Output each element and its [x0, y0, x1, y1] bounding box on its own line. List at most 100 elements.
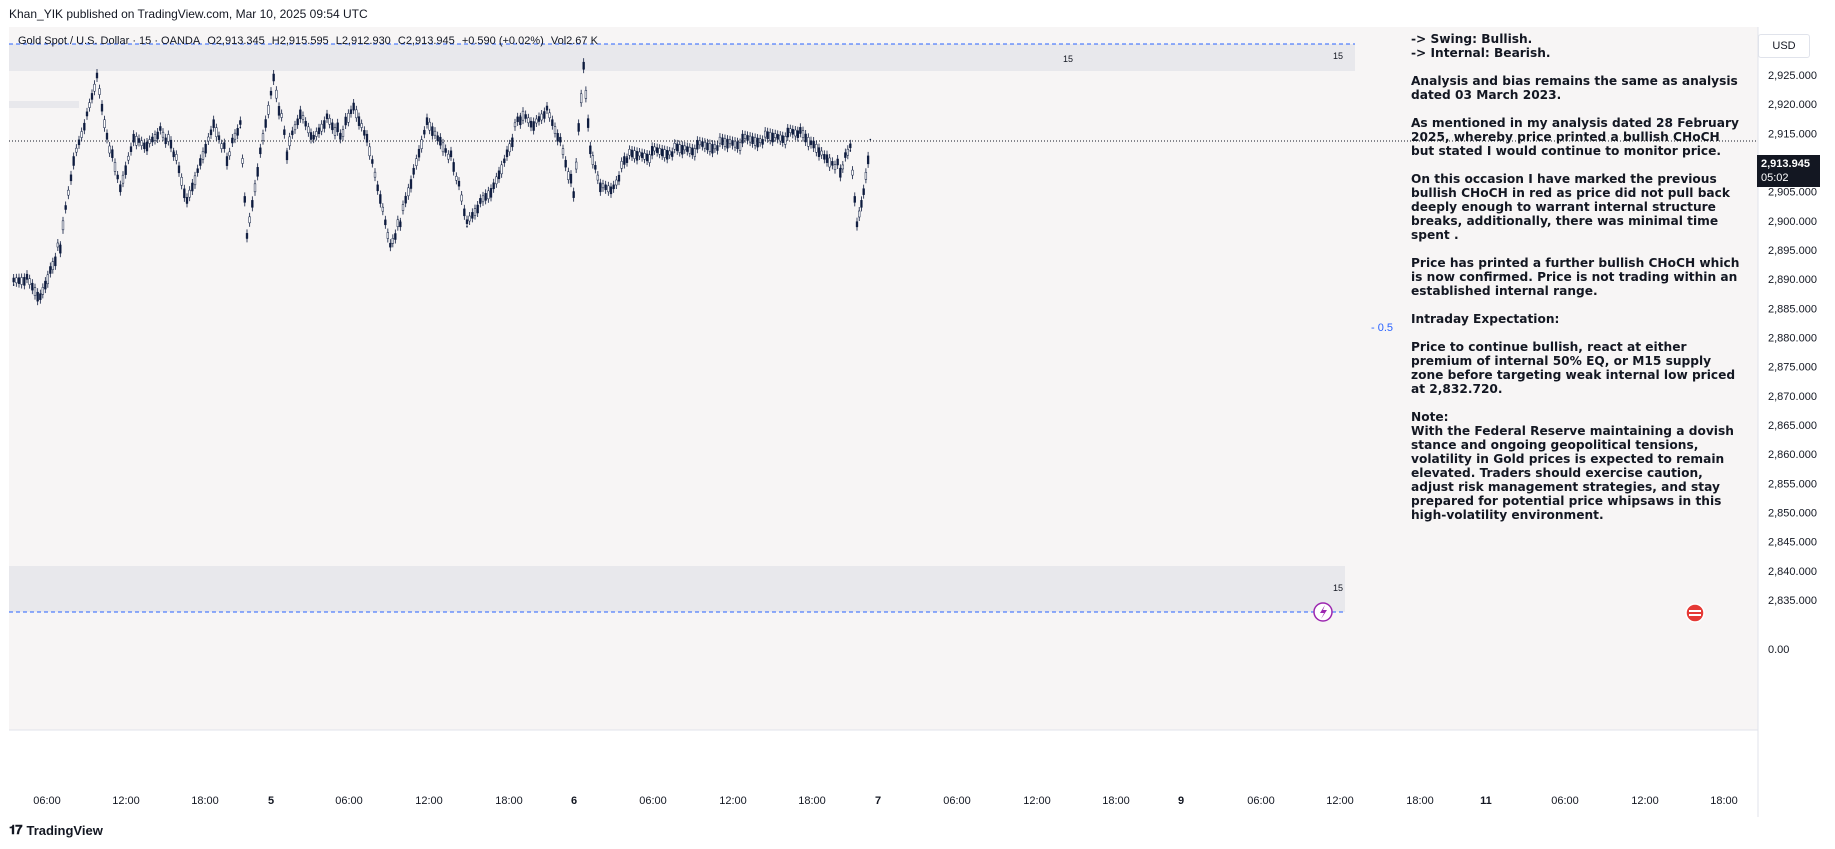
last-price-value: 2,913.945	[1761, 158, 1810, 170]
bar-countdown: 05:02	[1761, 172, 1789, 184]
y-tick-label: 2,860.000	[1768, 449, 1817, 461]
plot-background	[9, 27, 1758, 730]
y-tick-label: 2,925.000	[1768, 70, 1817, 82]
candle-body	[315, 131, 318, 137]
candle-body	[686, 146, 689, 152]
candle-body	[497, 170, 501, 180]
candle-body	[296, 118, 299, 126]
y-tick-label: 2,905.000	[1768, 187, 1817, 199]
candle-body	[801, 130, 805, 138]
data-point	[26, 278, 28, 280]
data-point	[452, 161, 455, 164]
candle-body	[46, 274, 49, 285]
candle-body	[623, 156, 626, 165]
candle-body	[771, 132, 774, 143]
candle-body	[156, 131, 159, 140]
zone-label-bottom: 15	[1333, 583, 1343, 593]
legend-symbol[interactable]: Gold Spot / U.S. Dollar · 15 · OANDA	[18, 35, 201, 47]
candle-body	[193, 175, 197, 186]
candle-body	[668, 150, 671, 156]
candle-body	[701, 141, 704, 147]
legend-volume: Vol2.67 K	[550, 35, 598, 47]
candle-body	[355, 109, 358, 119]
x-tick-label: 11	[1480, 795, 1492, 807]
candle-body	[347, 113, 350, 123]
candle-body	[272, 73, 275, 82]
candle-body	[231, 137, 234, 144]
x-tick-label: 12:00	[1023, 795, 1051, 807]
y-tick-label: 2,855.000	[1768, 478, 1817, 490]
chart-frame[interactable]: 15 15 15 - 0.5 2,925.000 2,920.000 2,915.000 2,…	[9, 27, 1827, 817]
data-point	[199, 161, 202, 164]
tradingview-footer[interactable]: 𝟏𝟕 TradingView	[9, 822, 103, 838]
data-point	[379, 196, 382, 199]
candle-body	[444, 148, 447, 153]
candle-body	[207, 136, 210, 142]
candle-body	[756, 137, 759, 148]
candle-body	[489, 188, 493, 198]
candle-body	[455, 176, 458, 181]
candle-body	[396, 219, 399, 227]
candle-body	[215, 127, 218, 137]
y-tick-label: 2,885.000	[1768, 303, 1817, 315]
data-point	[96, 74, 98, 76]
data-point	[326, 115, 328, 117]
currency-button[interactable]: USD	[1758, 34, 1810, 58]
candle-body	[447, 153, 450, 160]
candle-body	[228, 151, 231, 157]
candle-body	[169, 139, 173, 149]
candle-body	[379, 194, 382, 204]
candle-body	[691, 147, 694, 156]
candle-body	[394, 233, 397, 240]
x-tick-label: 18:00	[1102, 795, 1130, 807]
candle-body	[577, 123, 580, 132]
x-tick-label: 06:00	[335, 795, 363, 807]
legend-high: H2,915.595	[271, 35, 329, 47]
candle-body	[586, 118, 590, 128]
y-tick-label: 2,870.000	[1768, 391, 1817, 403]
candle-body	[103, 119, 106, 128]
candle-body	[799, 127, 802, 134]
candle-body	[505, 149, 509, 158]
candle-body	[389, 242, 392, 248]
candle-body	[88, 102, 91, 108]
candle-body	[766, 131, 769, 139]
candle-body	[269, 90, 273, 96]
candle-body	[204, 143, 207, 154]
candle-body	[556, 133, 559, 142]
candle-body	[175, 154, 178, 161]
candle-body	[789, 128, 792, 133]
candle-body	[620, 161, 623, 169]
candle-body	[129, 146, 133, 152]
candle-body	[441, 142, 445, 153]
candle-body	[191, 182, 194, 192]
candle-body	[183, 188, 186, 199]
candle-body	[743, 134, 747, 140]
legend-low: L2,912.930	[335, 35, 391, 47]
chart-canvas[interactable]: 15 15 15 - 0.5 2,925.000 2,920.000 2,915.000 2,…	[9, 27, 1827, 817]
data-point	[239, 126, 242, 129]
x-tick-label: 7	[875, 795, 881, 807]
candle-body	[465, 219, 469, 224]
candle-body	[828, 157, 831, 168]
candle-body	[527, 117, 530, 124]
analysis-intraday-title: Intraday Expectation:	[1411, 312, 1560, 326]
candle-body	[288, 136, 291, 147]
candle-body	[233, 132, 237, 140]
candle-body	[248, 216, 251, 224]
candle-body	[738, 142, 742, 151]
x-tick-label: 18:00	[1710, 795, 1738, 807]
candle-body	[51, 261, 54, 270]
candle-body	[54, 256, 57, 267]
candle-body	[575, 161, 578, 170]
candle-body	[177, 165, 181, 174]
candle-body	[100, 103, 104, 112]
candle-body	[460, 194, 463, 202]
candle-body	[666, 150, 669, 160]
candle-body	[516, 116, 519, 123]
candle-body	[716, 145, 719, 151]
data-point	[599, 185, 602, 187]
candle-body	[412, 167, 415, 175]
candle-body	[758, 138, 762, 143]
candle-body	[381, 206, 384, 212]
